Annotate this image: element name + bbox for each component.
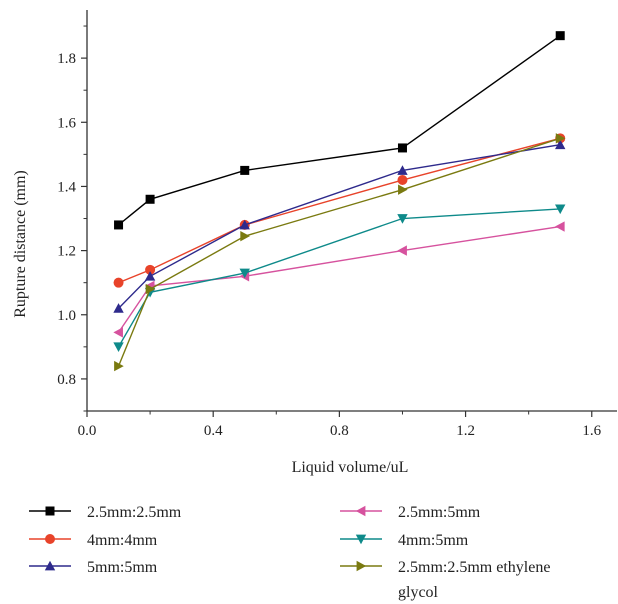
y-tick-label: 1.6	[57, 115, 76, 131]
legend-label: 2.5mm:2.5mm ethylene	[398, 559, 550, 576]
y-tick-label: 1.4	[57, 179, 76, 195]
legend-item: 2.5mm:5mm	[340, 504, 481, 521]
series-2	[113, 139, 566, 313]
data-point	[240, 230, 250, 242]
legend-label: 4mm:5mm	[398, 532, 469, 549]
x-tick-label: 0.8	[330, 423, 349, 439]
series-line	[118, 35, 561, 226]
legend-label: 2.5mm:5mm	[398, 504, 481, 521]
data-point	[397, 143, 407, 153]
data-point	[113, 327, 123, 338]
y-tick-label: 0.8	[57, 372, 76, 388]
series-line	[118, 144, 561, 309]
legend-marker	[356, 560, 367, 572]
legend-marker	[45, 534, 55, 544]
data-point	[114, 360, 124, 372]
series-3	[113, 221, 565, 338]
data-point	[113, 342, 124, 353]
legend-item: 4mm:5mm	[340, 532, 469, 549]
data-point	[113, 277, 124, 288]
data-point	[555, 204, 566, 215]
legend-item: 4mm:4mm	[29, 532, 158, 549]
data-point	[397, 214, 408, 224]
data-point	[397, 245, 407, 256]
plot-series	[113, 31, 566, 372]
y-tick-label: 1.0	[57, 308, 76, 324]
legend-label: glycol	[398, 584, 439, 601]
data-point	[397, 165, 408, 175]
data-point	[240, 165, 250, 175]
data-point	[239, 219, 250, 230]
series-4	[113, 204, 566, 353]
x-tick-label: 1.2	[456, 423, 475, 439]
legend-item: 5mm:5mm	[29, 559, 158, 576]
legend-marker	[45, 506, 55, 516]
legend-item: 2.5mm:2.5mm	[29, 504, 182, 521]
data-point	[114, 220, 124, 230]
data-point	[555, 31, 565, 41]
legend-marker	[44, 560, 56, 571]
data-point	[145, 283, 156, 295]
y-tick-label: 1.2	[57, 244, 76, 260]
series-line	[117, 137, 561, 367]
y-tick-label: 1.8	[57, 51, 76, 67]
legend-label: 5mm:5mm	[87, 559, 158, 576]
axes: 0.0 0.4 0.8 1.2 1.6 0.8 1.0 1.2 1.4 1.6 1.8	[57, 10, 617, 439]
series-line	[117, 225, 561, 333]
data-point	[555, 133, 566, 144]
data-point	[555, 221, 565, 232]
x-tick-label: 0.4	[204, 423, 223, 439]
data-point	[113, 303, 124, 313]
legend-marker	[355, 505, 366, 517]
data-point	[145, 264, 156, 275]
series-5	[114, 133, 566, 372]
x-tick-label: 1.6	[582, 423, 601, 439]
legend-marker	[355, 534, 367, 545]
series-0	[114, 31, 565, 230]
legend-item: 2.5mm:2.5mm ethylene glycol	[340, 559, 550, 601]
series-line	[117, 208, 561, 348]
legend: 2.5mm:2.5mm 4mm:4mm 5mm:5mm 2.5mm:5mm 4mm:5m…	[29, 504, 550, 601]
data-point	[397, 175, 408, 186]
x-tick-label: 0.0	[78, 423, 97, 439]
data-point	[144, 271, 156, 281]
data-point	[398, 184, 408, 195]
data-point	[555, 139, 566, 150]
data-point	[145, 194, 155, 204]
legend-label: 4mm:4mm	[87, 532, 158, 549]
y-axis-label: Rupture distance (mm)	[12, 170, 29, 318]
x-axis-label: Liquid volume/uL	[292, 459, 409, 476]
data-point	[239, 268, 250, 279]
legend-label: 2.5mm:2.5mm	[87, 504, 182, 521]
